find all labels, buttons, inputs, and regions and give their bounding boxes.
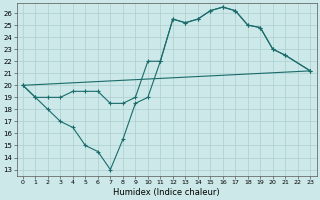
X-axis label: Humidex (Indice chaleur): Humidex (Indice chaleur) — [113, 188, 220, 197]
